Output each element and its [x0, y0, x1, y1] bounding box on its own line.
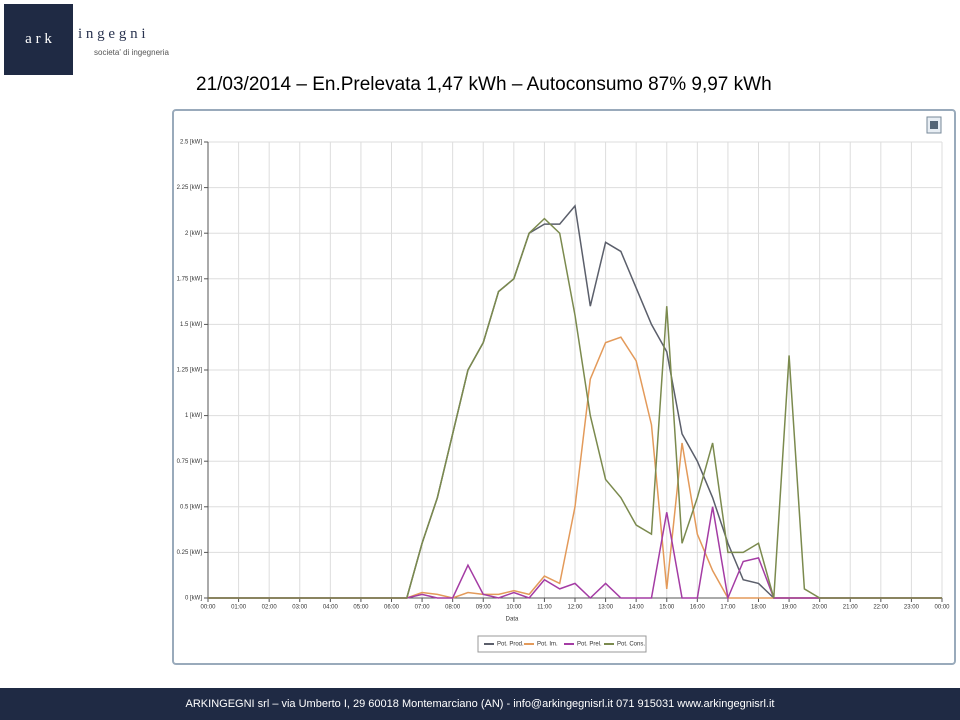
slide-title: 21/03/2014 – En.Prelevata 1,47 kWh – Aut… [196, 74, 772, 95]
x-tick-label: 07:00 [415, 605, 431, 611]
x-tick-label: 03:00 [292, 605, 308, 611]
x-tick-label: 17:00 [720, 605, 736, 611]
y-tick-label: 2 [kW] [185, 231, 202, 237]
y-tick-label: 1.25 [kW] [177, 368, 203, 374]
x-tick-label: 21:00 [843, 605, 859, 611]
y-tick-label: 0.75 [kW] [177, 459, 203, 465]
x-tick-label: 10:00 [506, 605, 522, 611]
x-tick-label: 12:00 [567, 605, 583, 611]
legend-box [477, 635, 647, 653]
chart-frame [172, 109, 956, 665]
chart: Data 0 [kW] 0.25 [kW] 0.5 [kW] 0.75 [kW] 1 [… [172, 109, 956, 665]
x-tick-label: 00:00 [200, 605, 216, 611]
legend-label: Pot. Prod. [497, 642, 524, 648]
y-tick-label: 1 [kW] [185, 413, 202, 419]
y-tick-label: 0.25 [kW] [177, 550, 203, 556]
y-tick-label: 0 [kW] [185, 596, 202, 602]
x-tick-label: 22:00 [873, 605, 889, 611]
legend-label: Pot. Cons. [617, 642, 645, 648]
y-tick-label: 1.75 [kW] [177, 276, 203, 282]
x-tick-label: 23:00 [904, 605, 920, 611]
x-tick-label: 00:00 [934, 605, 950, 611]
logo-mark: a r k [4, 4, 73, 75]
y-tick-label: 2.25 [kW] [177, 185, 203, 191]
x-tick-label: 11:00 [537, 605, 552, 611]
x-axis-label: Data [506, 617, 519, 623]
legend-label: Pot. Im. [537, 642, 558, 648]
x-tick-label: 09:00 [476, 605, 492, 611]
series-line [208, 217, 942, 599]
x-tick-label: 04:00 [323, 605, 339, 611]
y-tick-label: 0.5 [kW] [180, 504, 202, 510]
x-tick-label: 13:00 [598, 605, 614, 611]
y-tick-label: 2.5 [kW] [180, 140, 202, 146]
x-tick-label: 08:00 [445, 605, 461, 611]
legend-label: Pot. Prel. [577, 642, 602, 648]
x-tick-label: 20:00 [812, 605, 828, 611]
y-tick-label: 1.5 [kW] [180, 322, 202, 328]
x-tick-label: 01:00 [231, 605, 247, 611]
x-tick-label: 15:00 [659, 605, 675, 611]
x-tick-label: 18:00 [751, 605, 767, 611]
x-tick-label: 06:00 [384, 605, 400, 611]
print-icon [930, 121, 938, 129]
logo-tagline: societa' di ingegneria [94, 48, 169, 57]
x-tick-label: 05:00 [353, 605, 369, 611]
logo-text: i n g e g n i [78, 26, 146, 42]
footer: ARKINGEGNI srl – via Umberto I, 29 60018… [0, 688, 960, 720]
x-tick-label: 16:00 [690, 605, 706, 611]
x-tick-label: 19:00 [782, 605, 798, 611]
x-tick-label: 14:00 [629, 605, 645, 611]
x-tick-label: 02:00 [262, 605, 278, 611]
